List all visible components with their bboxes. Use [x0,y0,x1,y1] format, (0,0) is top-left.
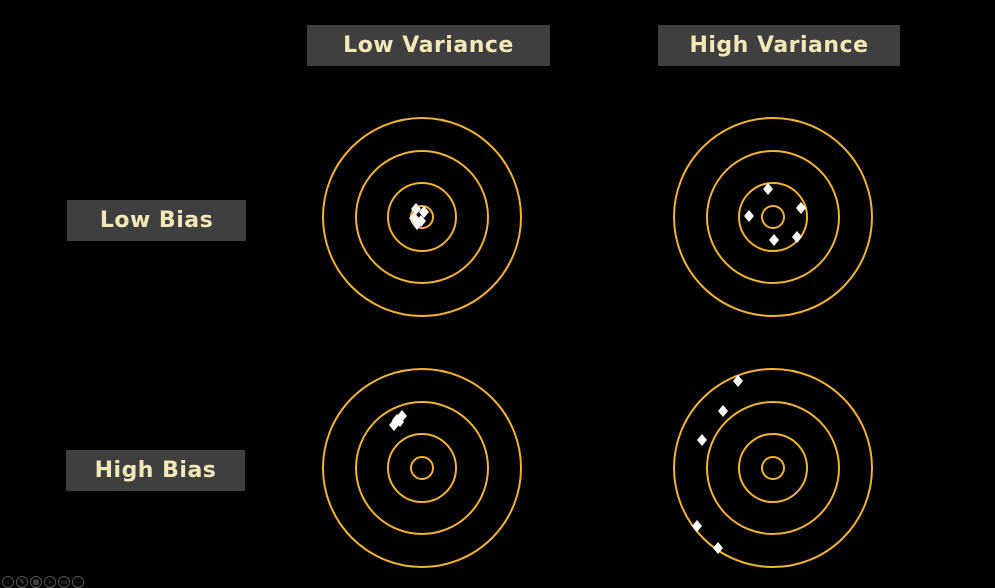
shots-low-bias-high-variance [744,183,806,246]
shots-low-bias-low-variance [409,203,429,230]
shot-marker [733,375,743,387]
target-high-bias-high-variance [673,368,873,568]
more-icon[interactable]: ⋯ [72,576,84,588]
previous-slide-icon[interactable]: ‹ [2,576,14,588]
target-high-bias-low-variance [322,368,522,568]
shot-marker [396,417,404,427]
shot-marker [419,206,429,218]
target-ring-inner [738,182,808,252]
target-ring-bullseye [410,456,434,480]
subtitles-icon[interactable]: ▭ [58,576,70,588]
shot-marker [763,183,773,195]
row-header-high-bias-text: High Bias [94,458,217,483]
target-ring-middle [706,401,840,535]
target-low-bias-high-variance [673,117,873,317]
target-ring-outer [322,368,522,568]
zoom-icon[interactable]: ⌕ [44,576,56,588]
target-ring-inner [738,433,808,503]
target-ring-inner [387,182,457,252]
column-header-low-variance-text: Low Variance [343,33,514,58]
column-header-low-variance: Low Variance [307,25,550,66]
shot-marker [792,231,802,243]
shot-marker [713,542,723,554]
column-header-high-variance: High Variance [658,25,900,66]
target-ring-inner [387,433,457,503]
row-header-high-bias: High Bias [66,450,245,491]
shot-marker [744,210,754,222]
pen-icon[interactable]: ✎ [16,576,28,588]
shot-marker [697,434,707,446]
shot-marker [796,202,806,214]
shot-marker [769,234,779,246]
target-ring-outer [673,117,873,317]
slides-icon[interactable]: ▦ [30,576,42,588]
row-header-low-bias: Low Bias [67,200,246,241]
target-ring-bullseye [761,456,785,480]
target-low-bias-low-variance [322,117,522,317]
shots-high-bias-high-variance [692,375,743,554]
presentation-toolbar[interactable]: ‹ ✎ ▦ ⌕ ▭ ⋯ [2,576,84,588]
shot-marker [411,203,421,215]
shot-marker [413,220,421,230]
target-ring-bullseye [761,205,785,229]
target-ring-middle [355,401,489,535]
target-ring-middle [706,150,840,284]
shot-marker [692,520,702,532]
shots-high-bias-low-variance [389,410,407,431]
target-ring-outer [673,368,873,568]
shot-marker [718,405,728,417]
column-header-high-variance-text: High Variance [689,33,869,58]
target-ring-outer [322,117,522,317]
row-header-low-bias-text: Low Bias [99,208,214,233]
target-ring-middle [355,150,489,284]
